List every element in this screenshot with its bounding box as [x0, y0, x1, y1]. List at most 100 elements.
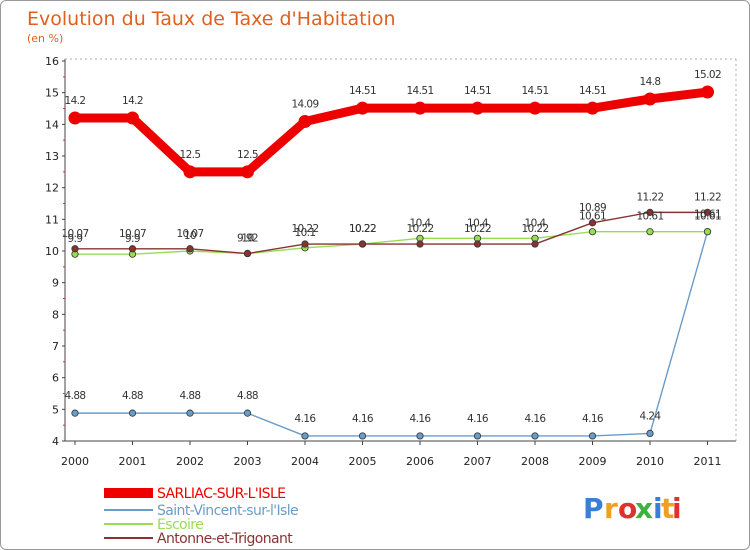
data-point	[68, 111, 82, 125]
data-point	[473, 432, 482, 440]
axes: 4 5 6 7 8 9 10 11 12 13 14 15 16 2000 2001 2002 2003 2004…	[45, 55, 737, 468]
chart-subtitle: (en %)	[27, 32, 63, 45]
data-label: 10.07	[119, 228, 146, 240]
data-label: 14.09	[291, 98, 318, 110]
data-point	[473, 240, 482, 248]
data-point	[413, 101, 427, 115]
data-label: 10.07	[61, 228, 88, 240]
data-label: 4.16	[295, 413, 317, 425]
data-point	[241, 165, 254, 179]
data-label: 4.16	[525, 413, 547, 425]
data-label: 15.02	[694, 69, 721, 81]
data-label: 10	[184, 230, 196, 242]
data-label: 14.51	[579, 85, 606, 97]
y-tick-label: 4	[52, 435, 59, 448]
data-point	[128, 409, 137, 417]
data-label: 4.88	[180, 390, 201, 402]
data-point	[298, 114, 312, 128]
data-label: 4.88	[65, 390, 86, 402]
data-point	[471, 101, 484, 115]
legend-label: Escoire	[157, 517, 203, 533]
data-label: 14.8	[640, 76, 661, 88]
data-point	[646, 208, 654, 216]
data-label: 4.16	[582, 413, 604, 425]
data-point	[643, 92, 657, 106]
data-point	[531, 432, 539, 440]
x-tick-label: 2008	[521, 455, 549, 468]
data-point	[703, 208, 712, 216]
logo-letter: t	[661, 492, 674, 525]
x-tick-label: 2002	[176, 455, 204, 468]
logo-letter: P	[583, 492, 604, 525]
data-label: 14.2	[65, 95, 86, 107]
x-tick-label: 2007	[464, 455, 492, 468]
data-point	[646, 228, 654, 236]
x-tick-label: 2010	[636, 455, 664, 468]
data-label: 14.51	[349, 85, 376, 97]
data-label: 10.4	[410, 217, 432, 229]
y-tick-label: 6	[52, 372, 59, 385]
data-point	[358, 240, 367, 248]
legend-label: Antonne-et-Trigonant	[157, 531, 293, 547]
data-point	[416, 240, 424, 248]
data-point	[701, 85, 714, 99]
logo-letter: r	[604, 492, 618, 525]
y-tick-label: 8	[52, 308, 59, 321]
data-label: 12.5	[180, 149, 201, 161]
y-tick-label: 16	[45, 55, 59, 68]
data-point	[128, 245, 137, 253]
data-point	[71, 409, 79, 417]
data-label: 14.51	[406, 85, 433, 97]
series-group	[68, 85, 714, 440]
data-label: 10.61	[694, 209, 721, 221]
data-label: 9.9	[68, 233, 83, 245]
data-label: 10	[241, 233, 253, 245]
data-point	[186, 245, 194, 253]
data-point	[703, 228, 712, 236]
y-tick-label: 7	[52, 340, 59, 353]
data-label: 4.16	[352, 413, 374, 425]
data-labels-group: 14.2 14.2 12.5 12.5 14.09 14.51 14.51 14.51 14.5…	[61, 69, 721, 425]
x-tick-label: 2005	[349, 455, 377, 468]
data-label: 14.51	[521, 85, 548, 97]
y-tick-label: 5	[52, 403, 59, 416]
legend: SARLIAC-SUR-L'ISLESaint-Vincent-sur-l'Is…	[104, 486, 299, 547]
data-label: 4.16	[467, 413, 489, 425]
data-label: 12.5	[237, 149, 258, 161]
data-label: 10.89	[579, 202, 606, 214]
data-label: 4.24	[640, 410, 662, 422]
data-label: 10.22	[349, 223, 376, 235]
y-tick-label: 13	[45, 150, 59, 163]
series-line	[70, 87, 712, 177]
data-label: 10.61	[694, 211, 721, 223]
series-line	[74, 230, 709, 255]
data-label: 9.92	[237, 233, 258, 245]
x-tick-label: 2001	[119, 455, 147, 468]
data-point	[528, 101, 542, 115]
data-point	[243, 249, 252, 258]
data-point	[186, 409, 194, 417]
data-point	[588, 228, 597, 236]
data-point	[243, 409, 252, 417]
series-line	[74, 230, 709, 437]
data-point	[126, 111, 139, 125]
data-label: 10.22	[464, 223, 491, 235]
data-point	[588, 219, 597, 227]
data-label: 4.16	[410, 413, 432, 425]
data-label: 10.4	[467, 217, 489, 229]
data-point	[588, 432, 597, 440]
data-label: 10.1	[295, 227, 316, 239]
data-point	[71, 245, 79, 253]
data-label: 4.88	[122, 390, 143, 402]
data-label: 10.22	[349, 223, 376, 235]
data-point	[358, 432, 367, 440]
y-tick-label: 15	[45, 87, 59, 100]
y-tick-label: 14	[45, 118, 59, 131]
data-label: 10.61	[579, 211, 606, 223]
data-point	[531, 240, 539, 248]
y-tick-label: 12	[45, 182, 59, 195]
data-point	[301, 432, 309, 440]
x-tick-label: 2000	[61, 455, 89, 468]
data-label: 9.9	[125, 233, 140, 245]
data-point	[183, 165, 197, 179]
